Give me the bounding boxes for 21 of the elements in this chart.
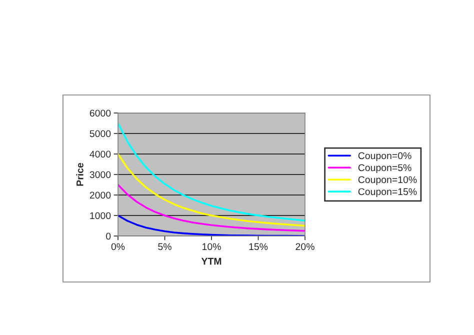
x-axis-title: YTM — [201, 258, 222, 265]
y-axis-title: Price — [76, 162, 84, 186]
y-tick-label: 4000 — [90, 150, 111, 158]
legend-label: Coupon=15% — [358, 188, 417, 197]
line-series — [118, 153, 305, 227]
line-series — [118, 184, 305, 232]
x-tick-label: 15% — [249, 243, 268, 250]
y-tick-label: 2000 — [90, 192, 111, 199]
line-series — [118, 122, 305, 222]
legend-label: Coupon=0% — [358, 152, 412, 162]
x-tick-label: 5% — [158, 243, 172, 250]
y-tick-label: 3000 — [90, 171, 111, 178]
y-tick-label: 6000 — [90, 110, 111, 117]
x-tick-label: 10% — [202, 243, 221, 250]
legend-label: Coupon=5% — [358, 164, 412, 174]
legend-label: Coupon=10% — [358, 176, 417, 186]
y-tick-label: 5000 — [90, 130, 111, 138]
y-tick-label: 0 — [106, 232, 111, 240]
x-tick-label: 0% — [111, 243, 125, 250]
y-tick-label: 1000 — [90, 212, 111, 220]
x-tick-label: 20% — [296, 243, 314, 250]
